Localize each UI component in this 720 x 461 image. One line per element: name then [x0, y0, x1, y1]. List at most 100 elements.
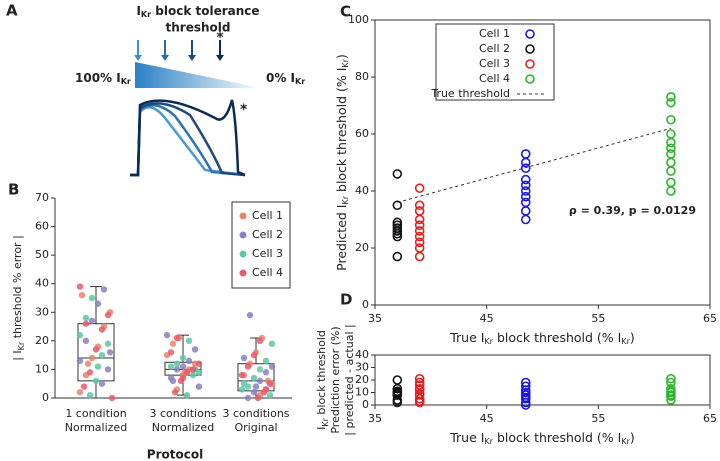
point — [92, 377, 100, 385]
point — [268, 363, 276, 370]
point — [171, 389, 179, 396]
panel-label: C — [340, 3, 351, 21]
y-tick-label: 0 — [362, 398, 369, 411]
point — [76, 357, 84, 365]
point — [520, 214, 531, 225]
trace — [130, 105, 246, 177]
legend-label: Cell 3 — [479, 57, 510, 70]
point — [414, 237, 425, 248]
point — [520, 400, 531, 410]
right-label: 0% IKr — [266, 71, 305, 86]
point — [268, 340, 276, 347]
y-axis-label: Prediction error (%) — [329, 326, 342, 433]
point — [266, 391, 274, 399]
point — [666, 149, 676, 159]
point — [92, 346, 100, 353]
point — [100, 286, 108, 293]
text-part: True I — [449, 330, 484, 345]
y-tick-label: 30 — [35, 305, 49, 318]
point — [666, 92, 676, 102]
point — [250, 389, 258, 396]
point — [169, 340, 177, 347]
point — [82, 337, 90, 345]
point — [84, 360, 92, 367]
frame — [374, 19, 711, 306]
y-tick-label: 40 — [355, 348, 369, 361]
text-part: Kr — [17, 341, 26, 350]
point — [392, 169, 403, 179]
point — [392, 223, 403, 233]
point — [666, 129, 676, 139]
point — [167, 363, 175, 370]
text-part: Kr — [341, 195, 350, 204]
point — [76, 283, 84, 290]
text-part: Kr — [484, 437, 493, 446]
point — [666, 166, 676, 176]
text-part: threshold % error | — [11, 235, 24, 342]
point — [392, 200, 403, 211]
text-part: I — [136, 4, 140, 18]
point — [179, 354, 187, 362]
point — [94, 300, 102, 307]
point — [520, 191, 531, 202]
point — [520, 157, 531, 168]
y-axis-label: Predicted IKr block threshold (% IKr) — [334, 54, 350, 271]
point — [98, 380, 106, 387]
point — [520, 180, 531, 191]
point — [666, 391, 676, 402]
point — [262, 357, 270, 365]
point — [414, 214, 425, 225]
x-tick-label: 55 — [591, 412, 605, 425]
legend-label: Cell 3 — [252, 247, 283, 260]
point — [86, 369, 94, 376]
point — [256, 377, 264, 385]
point — [80, 383, 88, 390]
text-part: Kr — [141, 10, 151, 19]
point — [392, 220, 403, 230]
y-tick-label: 60 — [35, 220, 49, 233]
point — [520, 163, 531, 173]
panel-label: A — [6, 2, 18, 20]
trace — [130, 102, 246, 177]
point — [173, 360, 181, 367]
point — [414, 373, 425, 384]
arrow-head — [216, 55, 224, 61]
point — [183, 391, 191, 399]
point — [88, 294, 96, 302]
y-tick-label: 30 — [355, 361, 369, 374]
legend-marker — [525, 44, 535, 54]
text-part: Kr — [484, 337, 493, 346]
point — [98, 351, 106, 359]
point — [195, 360, 203, 367]
point — [185, 337, 193, 345]
point — [173, 334, 181, 342]
point — [244, 363, 252, 370]
y-tick-label: 70 — [35, 191, 49, 204]
diagram-title: IKr block tolerance — [136, 4, 259, 19]
y-tick-label: 50 — [35, 248, 49, 261]
point — [666, 114, 676, 125]
point — [266, 380, 274, 387]
legend-label: Cell 2 — [479, 42, 510, 55]
x-tick-label: 55 — [591, 312, 605, 325]
x-tick-label: 3 conditions — [222, 407, 289, 420]
point — [414, 231, 425, 242]
point — [179, 363, 187, 370]
text-part: True I — [449, 430, 484, 445]
point — [414, 397, 425, 408]
y-tick-label: 20 — [35, 334, 49, 347]
y-axis-label: | IKr threshold % error | — [11, 235, 26, 361]
point — [666, 97, 676, 108]
point — [252, 383, 260, 390]
legend-marker — [239, 231, 247, 239]
frame — [374, 354, 711, 406]
diagram-title: threshold — [166, 21, 231, 35]
point — [666, 395, 676, 405]
point — [414, 251, 425, 262]
y-tick-label: 80 — [355, 70, 369, 83]
y-tick-label: 20 — [355, 241, 369, 254]
x-tick-label: 35 — [368, 412, 382, 425]
point — [520, 197, 531, 208]
legend-label: True threshold — [430, 87, 510, 100]
y-tick-label: 20 — [355, 373, 369, 386]
